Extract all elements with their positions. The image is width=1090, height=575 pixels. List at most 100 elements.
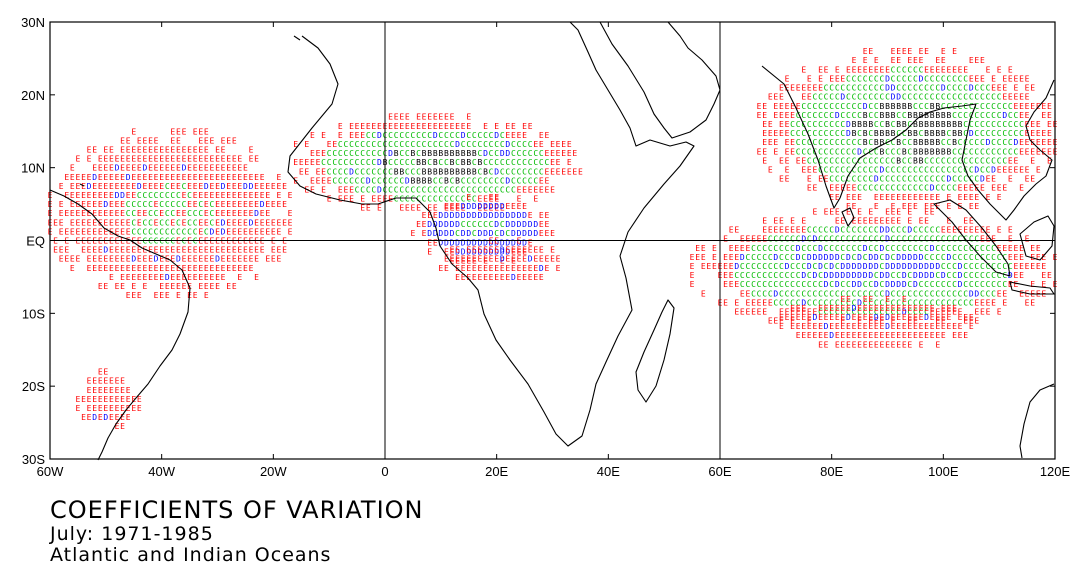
- symbol-c: C: [907, 271, 912, 280]
- symbol-c: C: [857, 93, 862, 102]
- symbol-e: E: [265, 191, 270, 200]
- symbol-e: E: [785, 175, 790, 184]
- symbol-e: E: [1047, 111, 1052, 120]
- symbol-e: E: [115, 173, 120, 182]
- symbol-e: E: [165, 246, 170, 255]
- symbol-e: E: [874, 65, 879, 74]
- symbol-e: E: [187, 146, 192, 155]
- symbol-c: C: [930, 156, 935, 165]
- symbol-d: D: [812, 271, 817, 280]
- symbol-b: B: [422, 167, 427, 176]
- symbol-d: D: [483, 149, 488, 158]
- symbol-e: E: [131, 395, 136, 404]
- symbol-c: C: [1013, 120, 1018, 129]
- symbol-e: E: [321, 186, 326, 195]
- symbol-e: E: [695, 244, 700, 253]
- symbol-e: E: [109, 404, 114, 413]
- symbol-c: C: [991, 147, 996, 156]
- symbol-e: E: [70, 191, 75, 200]
- symbol-c: C: [941, 253, 946, 262]
- symbol-d: D: [801, 235, 806, 244]
- symbol-d: D: [829, 271, 834, 280]
- symbol-d: D: [863, 262, 868, 271]
- symbol-b: B: [891, 129, 896, 138]
- symbol-d: D: [812, 235, 817, 244]
- symbol-e: E: [120, 395, 125, 404]
- symbol-e: E: [204, 246, 209, 255]
- symbol-c: C: [500, 176, 505, 185]
- symbol-e: E: [243, 227, 248, 236]
- symbol-e: E: [237, 155, 242, 164]
- symbol-c: C: [986, 271, 991, 280]
- symbol-c: C: [801, 147, 806, 156]
- symbol-e: E: [237, 191, 242, 200]
- symbol-e: E: [857, 65, 862, 74]
- symbol-c: C: [1008, 120, 1013, 129]
- symbol-e: E: [198, 127, 203, 136]
- symbol-e: E: [1019, 244, 1024, 253]
- symbol-c: C: [461, 220, 466, 229]
- symbol-c: C: [980, 244, 985, 253]
- symbol-c: C: [466, 176, 471, 185]
- symbol-c: C: [824, 166, 829, 175]
- symbol-e: E: [137, 155, 142, 164]
- symbol-e: E: [349, 186, 354, 195]
- symbol-e: E: [461, 273, 466, 282]
- symbol-c: C: [997, 253, 1002, 262]
- symbol-c: C: [963, 147, 968, 156]
- symbol-c: C: [477, 149, 482, 158]
- symbol-c: C: [762, 289, 767, 298]
- symbol-e: E: [142, 209, 147, 218]
- symbol-c: C: [779, 271, 784, 280]
- symbol-c: C: [930, 93, 935, 102]
- symbol-c: C: [388, 131, 393, 140]
- symbol-c: C: [952, 93, 957, 102]
- symbol-c: C: [991, 93, 996, 102]
- symbol-c: C: [913, 289, 918, 298]
- symbol-e: E: [505, 122, 510, 131]
- symbol-c: C: [924, 102, 929, 111]
- symbol-d: D: [466, 247, 471, 256]
- symbol-c: C: [388, 158, 393, 167]
- symbol-e: E: [779, 156, 784, 165]
- symbol-b: B: [930, 129, 935, 138]
- symbol-e: E: [902, 331, 907, 340]
- symbol-e: E: [232, 173, 237, 182]
- symbol-e: E: [427, 238, 432, 247]
- symbol-c: C: [790, 289, 795, 298]
- symbol-e: E: [75, 155, 80, 164]
- symbol-d: D: [477, 229, 482, 238]
- symbol-e: E: [879, 331, 884, 340]
- symbol-c: C: [852, 147, 857, 156]
- symbol-e: E: [53, 218, 58, 227]
- symbol-e: E: [807, 84, 812, 93]
- symbol-e: E: [198, 218, 203, 227]
- symbol-c: C: [779, 280, 784, 289]
- symbol-e: E: [779, 226, 784, 235]
- symbol-e: E: [170, 155, 175, 164]
- symbol-e: E: [204, 209, 209, 218]
- symbol-e: E: [952, 331, 957, 340]
- symbol-b: B: [907, 111, 912, 120]
- symbol-e: E: [115, 227, 120, 236]
- symbol-c: C: [835, 156, 840, 165]
- symbol-e: E: [1025, 74, 1030, 83]
- symbol-e: E: [131, 264, 136, 273]
- symbol-d: D: [500, 211, 505, 220]
- x-tick-label: 40E: [597, 464, 620, 479]
- symbol-e: E: [494, 264, 499, 273]
- symbol-e: E: [187, 173, 192, 182]
- symbol-d: D: [773, 289, 778, 298]
- symbol-c: C: [472, 131, 477, 140]
- symbol-c: C: [963, 129, 968, 138]
- symbol-c: C: [930, 289, 935, 298]
- symbol-d: D: [930, 271, 935, 280]
- symbol-c: C: [835, 138, 840, 147]
- symbol-e: E: [321, 131, 326, 140]
- symbol-d: D: [455, 238, 460, 247]
- symbol-b: B: [852, 129, 857, 138]
- symbol-c: C: [812, 102, 817, 111]
- symbol-e: E: [969, 74, 974, 83]
- symbol-e: E: [1025, 102, 1030, 111]
- symbol-e: E: [907, 47, 912, 56]
